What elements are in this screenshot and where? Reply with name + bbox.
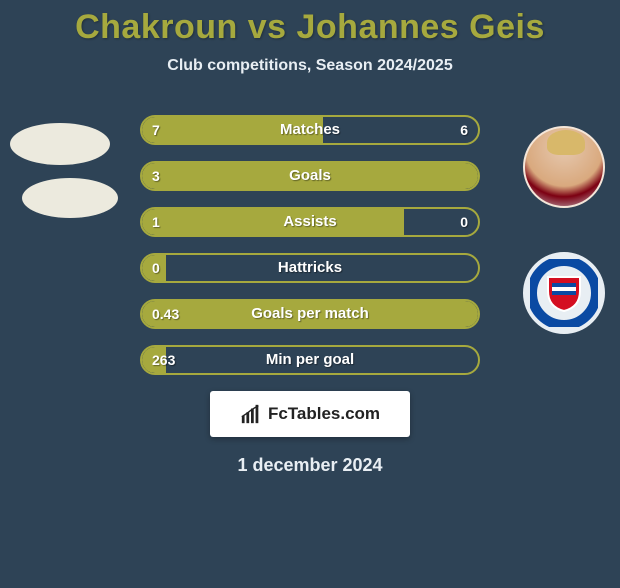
stat-label: Assists [140, 207, 480, 237]
stat-right-value: 6 [460, 115, 468, 145]
stat-row-hattricks: 0 Hattricks [140, 253, 480, 283]
left-player-avatar-placeholder [10, 123, 110, 165]
stat-label: Goals per match [140, 299, 480, 329]
club-crest-icon [530, 259, 598, 327]
stat-label: Hattricks [140, 253, 480, 283]
right-player-avatar [523, 126, 605, 208]
stat-right-value: 0 [460, 207, 468, 237]
stat-row-assists: 1 Assists 0 [140, 207, 480, 237]
source-banner: FcTables.com [210, 391, 410, 437]
left-team-badge-placeholder [22, 178, 118, 218]
stat-row-matches: 7 Matches 6 [140, 115, 480, 145]
banner-text: FcTables.com [268, 404, 380, 424]
date-label: 1 december 2024 [0, 455, 620, 476]
stat-label: Matches [140, 115, 480, 145]
stat-row-min-per-goal: 263 Min per goal [140, 345, 480, 375]
stat-label: Min per goal [140, 345, 480, 375]
right-team-badge [523, 252, 605, 334]
stat-row-goals: 3 Goals [140, 161, 480, 191]
stat-label: Goals [140, 161, 480, 191]
chart-icon [240, 403, 262, 425]
stat-row-goals-per-match: 0.43 Goals per match [140, 299, 480, 329]
page-title: Chakroun vs Johannes Geis [0, 8, 620, 47]
page-subtitle: Club competitions, Season 2024/2025 [0, 57, 620, 75]
